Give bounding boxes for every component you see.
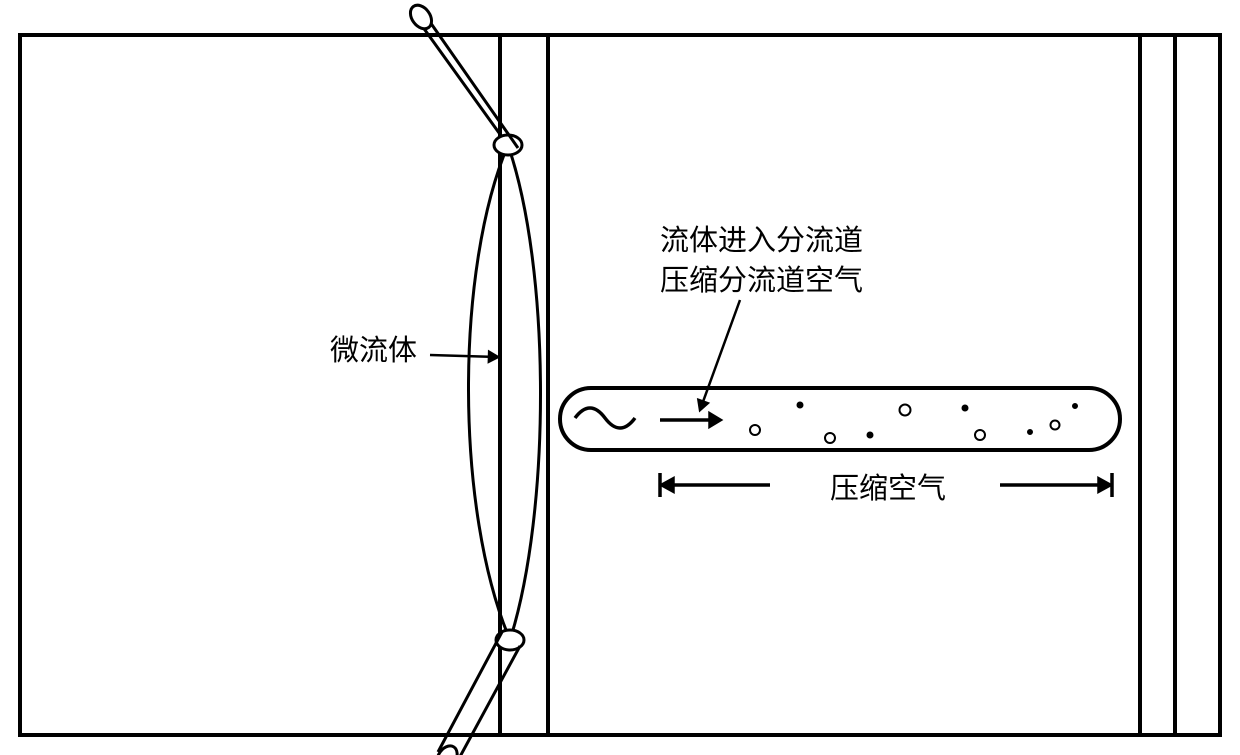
callout-microfluid [430, 352, 498, 362]
branch-channel [560, 388, 1120, 450]
diagram-svg: 微流体 流体进入分流道 压缩分流道空气 压缩空气 [0, 0, 1240, 755]
microfluid-bulge [468, 135, 540, 650]
label-microfluid: 微流体 [330, 334, 417, 367]
outer-frame [20, 35, 1220, 735]
label-enter-branch-line2: 压缩分流道空气 [660, 264, 863, 297]
label-enter-branch-line1: 流体进入分流道 [660, 224, 863, 257]
label-compressed-air: 压缩空气 [830, 472, 946, 505]
